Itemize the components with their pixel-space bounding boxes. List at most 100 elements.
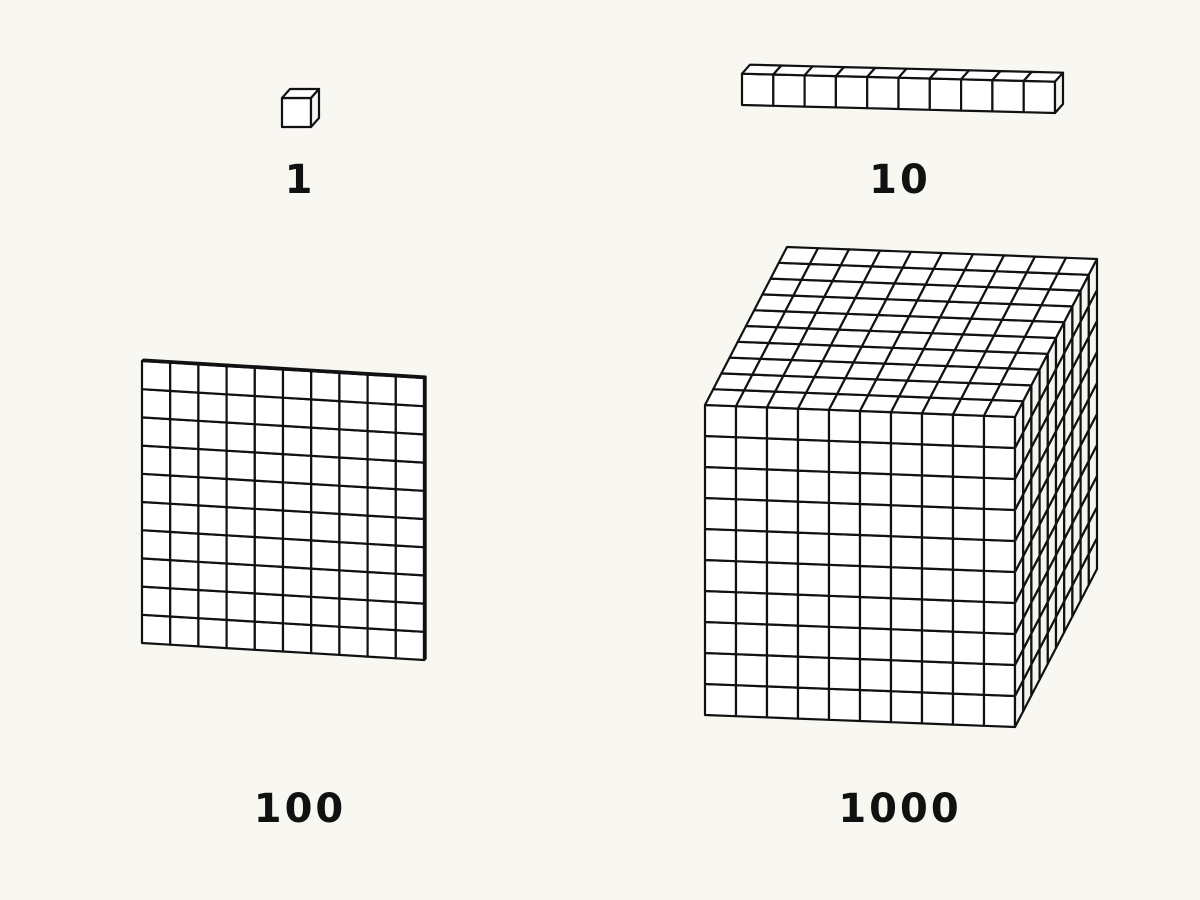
block-front-cell xyxy=(796,593,831,628)
block-front-cell xyxy=(765,437,800,472)
block-front-cell xyxy=(140,585,172,618)
block-front-cell xyxy=(734,684,769,719)
block-front-cell xyxy=(920,505,955,540)
block-front-cell xyxy=(765,592,800,627)
block-front-cell xyxy=(197,617,228,650)
block-front-cell xyxy=(734,498,769,533)
block-side-cell xyxy=(422,403,427,436)
block-front-cell xyxy=(951,568,986,603)
block-front-cell xyxy=(734,436,769,471)
block-front-cell xyxy=(366,627,397,660)
block-front-cell xyxy=(740,72,775,107)
block-front-cell xyxy=(225,562,256,595)
block-front-cell xyxy=(734,591,769,626)
block-front-cell xyxy=(281,396,313,429)
block-front-cell xyxy=(703,589,738,625)
block-top-cell xyxy=(197,361,230,368)
block-side-cell xyxy=(422,516,427,549)
block-front-cell xyxy=(734,529,769,564)
block-front-cell xyxy=(366,514,397,547)
block-front-cell xyxy=(951,661,986,696)
block-front-cell xyxy=(827,408,862,444)
block-front-cell xyxy=(889,411,924,446)
block-front-cell xyxy=(197,391,228,424)
hundreds-label: 100 xyxy=(253,786,347,832)
block-front-cell xyxy=(366,373,397,406)
block-front-cell xyxy=(169,389,200,422)
block-front-cell xyxy=(253,535,285,569)
block-front-cell xyxy=(366,429,397,462)
block-front-cell xyxy=(858,471,893,507)
block-front-cell xyxy=(140,444,172,477)
block-front-cell xyxy=(703,434,738,470)
block-front-cell xyxy=(951,475,986,510)
block-front-cell xyxy=(827,594,862,630)
block-front-cell xyxy=(796,531,831,566)
block-front-cell xyxy=(734,560,769,595)
block-top-cell xyxy=(225,363,258,369)
block-front-cell xyxy=(858,626,893,662)
block-front-cell xyxy=(310,539,341,572)
block-front-cell xyxy=(310,426,341,459)
block-front-cell xyxy=(796,562,831,597)
block-side-cell xyxy=(422,431,427,464)
block-front-cell xyxy=(225,449,256,482)
block-front-cell xyxy=(281,368,313,401)
block-front-cell xyxy=(827,501,862,537)
block-front-cell xyxy=(889,659,924,694)
tens-rod xyxy=(740,63,1065,115)
block-front-cell xyxy=(169,361,200,394)
block-front-cell xyxy=(796,407,831,442)
block-front-cell xyxy=(280,96,313,129)
block-front-cell xyxy=(310,511,341,544)
block-front-cell xyxy=(982,445,1017,481)
block-front-cell xyxy=(991,78,1025,114)
block-front-cell xyxy=(703,496,738,532)
block-front-cell xyxy=(253,620,285,653)
block-front-cell xyxy=(197,588,228,622)
block-front-cell xyxy=(920,660,955,695)
block-front-cell xyxy=(765,654,800,689)
block-front-cell xyxy=(858,688,893,724)
block-front-cell xyxy=(959,78,994,113)
block-front-cell xyxy=(920,412,955,447)
block-front-cell xyxy=(920,629,955,664)
block-front-cell xyxy=(920,474,955,509)
block-front-cell xyxy=(765,561,800,596)
hundreds-flat xyxy=(140,358,427,662)
block-front-cell xyxy=(253,507,285,540)
block-front-cell xyxy=(310,623,341,657)
block-front-cell xyxy=(366,458,397,491)
block-front-cell xyxy=(253,479,285,512)
block-front-cell xyxy=(827,625,862,661)
block-front-cell xyxy=(366,542,397,575)
block-front-cell xyxy=(703,651,738,687)
block-front-cell xyxy=(253,366,285,399)
block-front-cell xyxy=(394,431,426,464)
block-front-cell xyxy=(225,393,256,426)
block-front-cell xyxy=(982,414,1017,450)
block-front-cell xyxy=(951,413,986,448)
block-front-cell xyxy=(310,398,341,431)
block-front-cell xyxy=(734,622,769,657)
block-front-cell xyxy=(889,690,924,725)
block-front-cell xyxy=(253,564,285,597)
block-front-cell xyxy=(169,615,200,648)
block-front-cell xyxy=(338,625,369,658)
block-front-cell xyxy=(897,76,931,111)
block-front-cell xyxy=(253,451,285,484)
block-front-cell xyxy=(281,424,313,457)
block-front-cell xyxy=(796,655,831,690)
block-front-cell xyxy=(889,597,924,632)
block-front-cell xyxy=(889,535,924,570)
block-front-cell xyxy=(858,409,893,445)
block-front-cell xyxy=(140,529,172,562)
block-front-cell xyxy=(253,423,285,456)
block-front-cell xyxy=(703,403,738,439)
block-side-cell xyxy=(422,488,427,521)
block-front-cell xyxy=(796,469,831,504)
block-top-cell xyxy=(281,367,314,373)
block-top-cell xyxy=(366,372,399,378)
block-front-cell xyxy=(394,544,426,577)
